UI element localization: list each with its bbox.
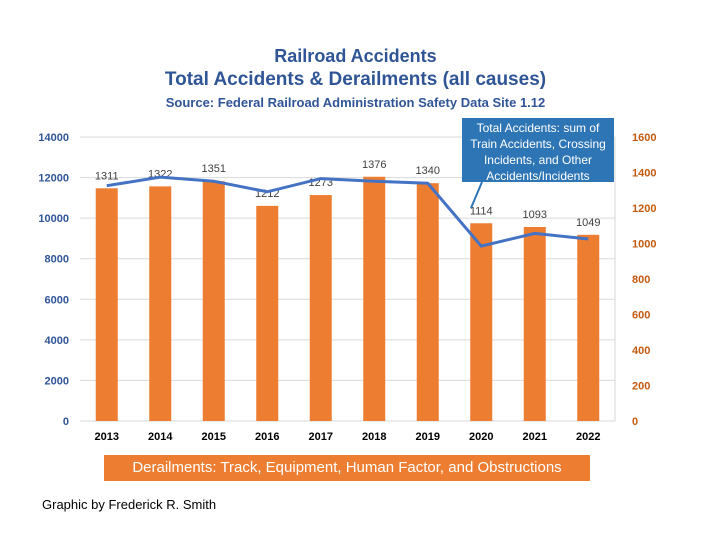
x-axis-labels: 2013 2014 2015 2016 2017 2018 2019 2020 2021 2022 <box>95 431 601 443</box>
right-tick-label: 1400 <box>632 168 656 180</box>
left-tick-label: 2000 <box>45 375 69 387</box>
right-tick-label: 0 <box>632 416 638 428</box>
bar-value-label: 1340 <box>416 165 440 177</box>
chart-title: Railroad Accidents <box>274 46 437 66</box>
right-tick-label: 1200 <box>632 203 656 215</box>
bar-2020 <box>470 223 493 421</box>
left-tick-label: 0 <box>63 416 69 428</box>
x-tick-label: 2019 <box>416 431 440 443</box>
right-tick-label: 400 <box>632 345 650 357</box>
total-accidents-line <box>106 175 589 248</box>
bar-value-label: 1311 <box>95 170 119 182</box>
bar-value-label: 1376 <box>362 159 386 171</box>
x-tick-label: 2017 <box>309 431 333 443</box>
x-tick-label: 2018 <box>362 431 386 443</box>
right-tick-label: 1600 <box>632 132 656 144</box>
bar-2016 <box>256 205 279 421</box>
callout-pointer <box>470 181 483 209</box>
bar-2014 <box>149 186 172 421</box>
bar-value-label: 1049 <box>576 217 600 229</box>
right-tick-label: 1000 <box>632 239 656 251</box>
x-tick-label: 2014 <box>148 431 173 443</box>
bar-2017 <box>309 195 332 421</box>
left-tick-label: 8000 <box>45 254 69 266</box>
bar-2018 <box>363 176 386 421</box>
bar-2022 <box>577 234 600 421</box>
left-tick-label: 12000 <box>38 173 69 185</box>
bar-2015 <box>202 181 225 421</box>
chart-subtitle: Total Accidents & Derailments (all cause… <box>164 69 547 90</box>
right-tick-label: 600 <box>632 310 650 322</box>
right-tick-label: 800 <box>632 274 650 286</box>
callout-box: Total Accidents: sum of Train Accidents,… <box>462 118 614 183</box>
left-tick-label: 10000 <box>38 213 69 225</box>
right-axis-ticks: 0 200 400 600 800 1000 1200 1400 1600 <box>632 132 656 428</box>
left-axis-ticks: 0 2000 4000 6000 8000 10000 12000 14000 <box>38 132 69 428</box>
left-tick-label: 6000 <box>45 294 69 306</box>
bar-series <box>95 176 600 421</box>
x-tick-label: 2020 <box>469 431 493 443</box>
bar-2021 <box>523 226 546 421</box>
x-tick-label: 2021 <box>523 431 547 443</box>
bar-2019 <box>416 183 439 421</box>
left-tick-label: 14000 <box>38 132 69 144</box>
x-tick-label: 2013 <box>95 431 119 443</box>
x-tick-label: 2022 <box>576 431 600 443</box>
bar-2013 <box>95 188 118 421</box>
right-tick-label: 200 <box>632 381 650 393</box>
bar-value-label: 1093 <box>523 209 547 221</box>
chart-source: Source: Federal Railroad Administration … <box>165 95 546 110</box>
bar-value-label: 1351 <box>202 163 226 175</box>
x-tick-label: 2016 <box>255 431 279 443</box>
x-tick-label: 2015 <box>202 431 226 443</box>
left-tick-label: 4000 <box>45 335 69 347</box>
credit-text: Graphic by Frederick R. Smith <box>42 497 217 512</box>
derailments-legend: Derailments: Track, Equipment, Human Fac… <box>104 455 590 481</box>
bar-value-label: 1114 <box>470 205 493 217</box>
